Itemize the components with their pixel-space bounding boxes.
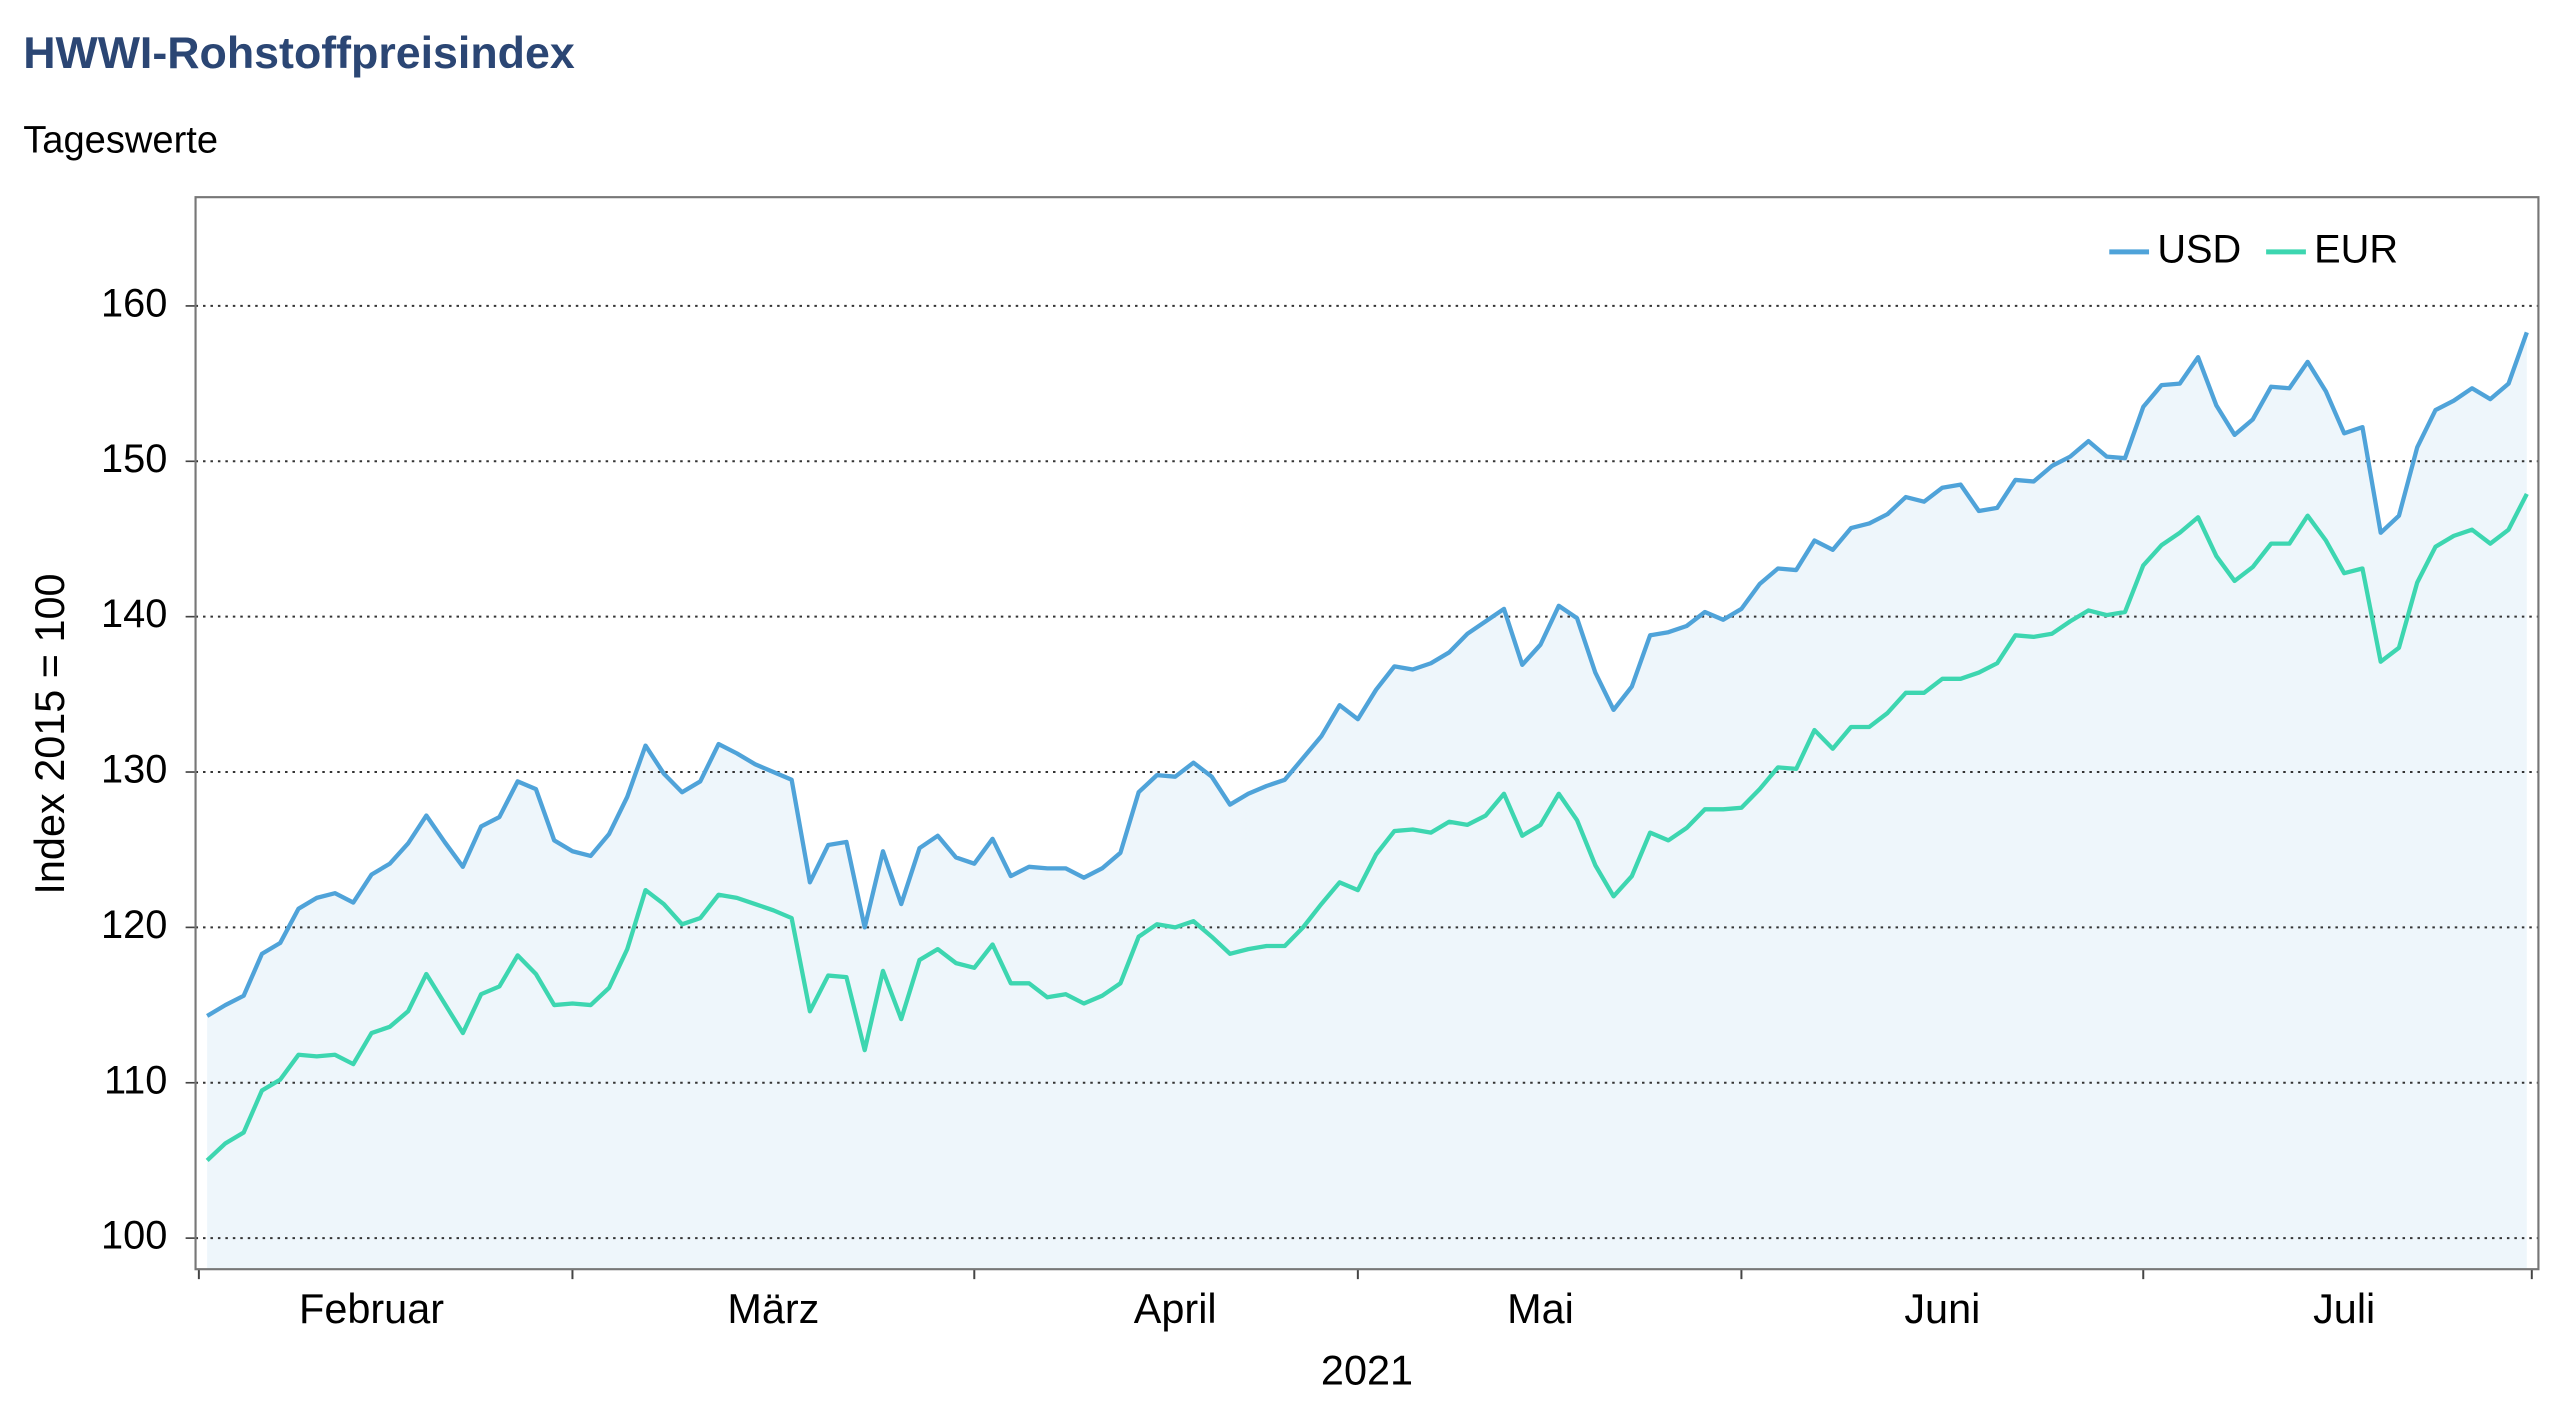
chart-title: HWWI-Rohstoffpreisindex [23,29,575,78]
x-tick-label: April [1134,1286,1217,1332]
y-tick-label: 150 [101,437,167,481]
x-axis-label: 2021 [1321,1348,1413,1394]
plot-frame [194,196,2540,1271]
series-line [206,331,2529,1018]
y-axis-label: Index 2015 = 100 [27,573,73,894]
y-tick-label: 130 [101,748,167,792]
x-tick-label: März [727,1286,819,1332]
legend-label: EUR [2314,227,2398,271]
x-tick-label: Mai [1507,1286,1574,1332]
series-line [205,492,2529,1163]
y-tick-label: 120 [101,903,167,947]
y-tick-label: 110 [104,1058,167,1102]
y-tick-label: 160 [101,281,167,325]
legend-label: USD [2157,227,2241,271]
y-tick-label: 140 [101,592,167,636]
x-tick-label: Juli [2313,1286,2375,1332]
x-tick-label: Februar [299,1286,444,1332]
x-tick-label: Juni [1904,1286,1980,1332]
area-fill [207,332,2527,1270]
chart-subtitle: Tageswerte [23,120,218,162]
y-tick-label: 100 [101,1214,167,1258]
